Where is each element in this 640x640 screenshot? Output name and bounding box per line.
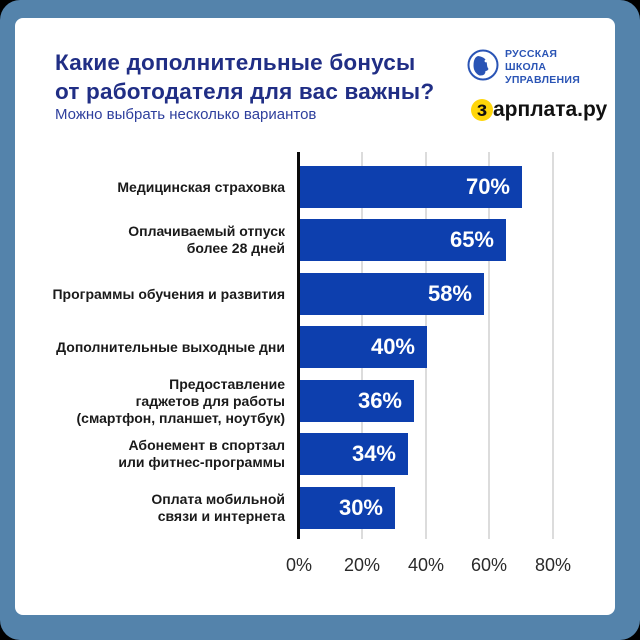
rsu-logo-text: РУССКАЯ ШКОЛА УПРАВЛЕНИЯ (505, 48, 580, 87)
bar-value-label: 34% (351, 441, 396, 466)
gridline-60 (488, 152, 490, 539)
zarplata-yellow-badge: з (471, 98, 493, 121)
bar-training-programs: 58% (300, 273, 484, 315)
x-tick-0: 0% (285, 555, 312, 575)
bar-medical-insurance: 70% (300, 166, 522, 208)
x-tick-60: 60% (470, 555, 508, 575)
gridline-80 (552, 152, 554, 539)
bar-value-label: 30% (338, 495, 383, 520)
white-card: Какие дополнительные бонусы от работодат… (15, 18, 615, 615)
x-tick-40: 40% (407, 555, 445, 575)
zarplata-logo: з арплата.ру (471, 98, 607, 122)
bar-gym-membership: 34% (300, 433, 408, 475)
bar-value-label: 36% (357, 388, 402, 413)
category-label: Дополнительные выходные дни (56, 338, 285, 355)
y-axis-line (297, 152, 300, 539)
rsu-line1: РУССКАЯ (505, 48, 558, 60)
bar-mobile-internet: 30% (300, 487, 395, 529)
category-label: Медицинская страховка (117, 178, 285, 195)
rsu-face-icon (467, 49, 499, 86)
bar-value-label: 70% (465, 174, 510, 199)
bar-value-label: 40% (370, 334, 415, 359)
category-label: Программы обучения и развития (52, 285, 285, 302)
rsu-line3: УПРАВЛЕНИЯ (505, 74, 581, 86)
x-tick-80: 80% (534, 555, 572, 575)
bar-value-label: 65% (449, 227, 494, 252)
bar-extra-days-off: 40% (300, 326, 427, 368)
category-label: Оплата мобильной связи и интернета (151, 491, 285, 524)
rsu-logo: РУССКАЯ ШКОЛА УПРАВЛЕНИЯ (467, 48, 580, 87)
bar-paid-vacation: 65% (300, 219, 506, 261)
category-label: Предоставление гаджетов для работы (смар… (76, 375, 285, 426)
rsu-line2: ШКОЛА (505, 61, 547, 73)
category-label: Оплачиваемый отпуск более 28 дней (128, 223, 285, 256)
category-label: Абонемент в спортзал или фитнес-программ… (118, 437, 285, 470)
bar-work-gadgets: 36% (300, 380, 414, 422)
page-subtitle: Можно выбрать несколько вариантов (55, 106, 317, 123)
x-tick-20: 20% (343, 555, 381, 575)
bar-value-label: 58% (427, 281, 472, 306)
page-title: Какие дополнительные бонусы от работодат… (55, 50, 435, 104)
zarplata-logo-text: арплата.ру (493, 98, 608, 121)
